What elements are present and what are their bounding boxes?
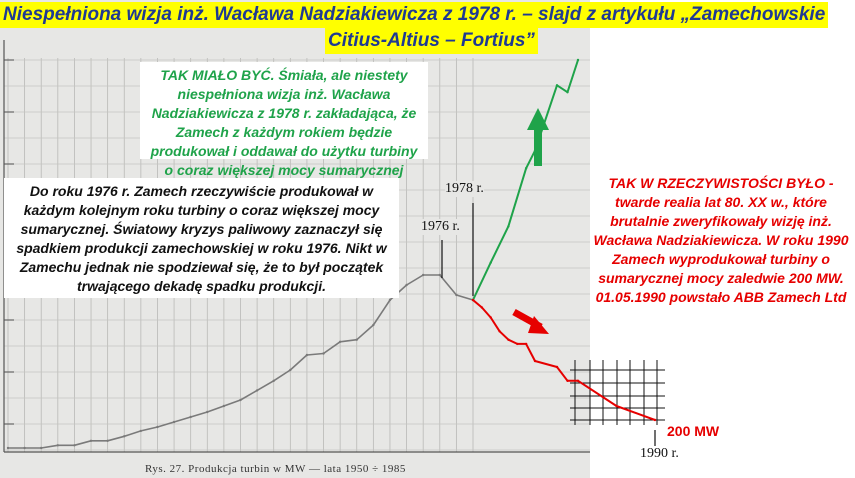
data-point	[338, 340, 342, 343]
data-point	[653, 418, 657, 422]
data-point	[533, 359, 537, 363]
data-point	[438, 273, 441, 277]
data-point	[322, 352, 325, 355]
data-point	[455, 293, 458, 297]
data-point	[73, 444, 76, 447]
title-line-1: Niespełniona wizja inż. Wacława Nadziaki…	[0, 2, 829, 28]
data-point	[189, 415, 192, 419]
reality-annotation: TAK W RZECZYWISTOŚCI BYŁO - twarde reali…	[593, 175, 849, 305]
data-point	[388, 298, 392, 302]
data-point	[272, 379, 275, 382]
data-point	[206, 410, 209, 414]
data-point	[139, 429, 143, 433]
history-annotation: Do roku 1976 r. Zamech rzeczywiście prod…	[4, 178, 399, 298]
data-point	[524, 167, 528, 170]
mw-200-label: 200 MW	[667, 423, 720, 439]
year-1990-label: 1990 r.	[640, 446, 679, 461]
data-point	[56, 444, 60, 447]
data-point	[172, 420, 176, 424]
down-arrow-head	[528, 316, 549, 334]
data-point	[555, 84, 559, 87]
data-point	[524, 342, 528, 346]
slide-title: Niespełniona wizja inż. Wacława Nadziaki…	[0, 0, 855, 56]
vision-annotation: TAK MIAŁO BYĆ. Śmiała, ale niestety nies…	[140, 62, 428, 178]
data-point	[23, 446, 26, 450]
data-point	[576, 58, 580, 62]
arrow-layer	[512, 108, 549, 334]
data-point	[40, 446, 43, 450]
scan-caption: Rys. 27. Produkcja turbin w MW — lata 19…	[145, 463, 406, 475]
data-point	[480, 306, 484, 309]
data-point	[489, 261, 492, 264]
data-point	[156, 425, 159, 429]
data-point	[239, 398, 242, 402]
data-point	[555, 365, 559, 369]
data-point	[255, 389, 259, 392]
data-point	[89, 439, 93, 442]
extension-grid	[570, 360, 665, 425]
data-point	[498, 330, 501, 333]
data-point	[421, 273, 425, 277]
series-layer	[6, 58, 657, 450]
year-1976-label: 1976 r.	[421, 219, 460, 235]
data-point	[289, 368, 292, 372]
data-point	[507, 225, 510, 228]
data-point	[123, 435, 126, 438]
data-point	[372, 323, 375, 327]
data-point	[6, 446, 10, 450]
year-1978-label: 1978 r.	[445, 181, 484, 197]
data-point	[566, 379, 569, 382]
data-point	[615, 404, 618, 408]
data-point	[305, 353, 309, 357]
title-line-2: Citius-Altius – Fortius”	[325, 28, 538, 54]
data-point	[222, 404, 226, 408]
data-point	[471, 298, 475, 302]
data-point	[516, 342, 519, 346]
data-point	[576, 379, 580, 382]
data-point	[405, 283, 408, 287]
data-point	[566, 91, 569, 94]
data-point	[507, 338, 510, 341]
data-point	[489, 316, 492, 319]
up-arrow-head	[527, 108, 549, 130]
series-vision-1978	[472, 59, 579, 301]
data-point	[106, 439, 109, 442]
data-point	[355, 338, 358, 341]
